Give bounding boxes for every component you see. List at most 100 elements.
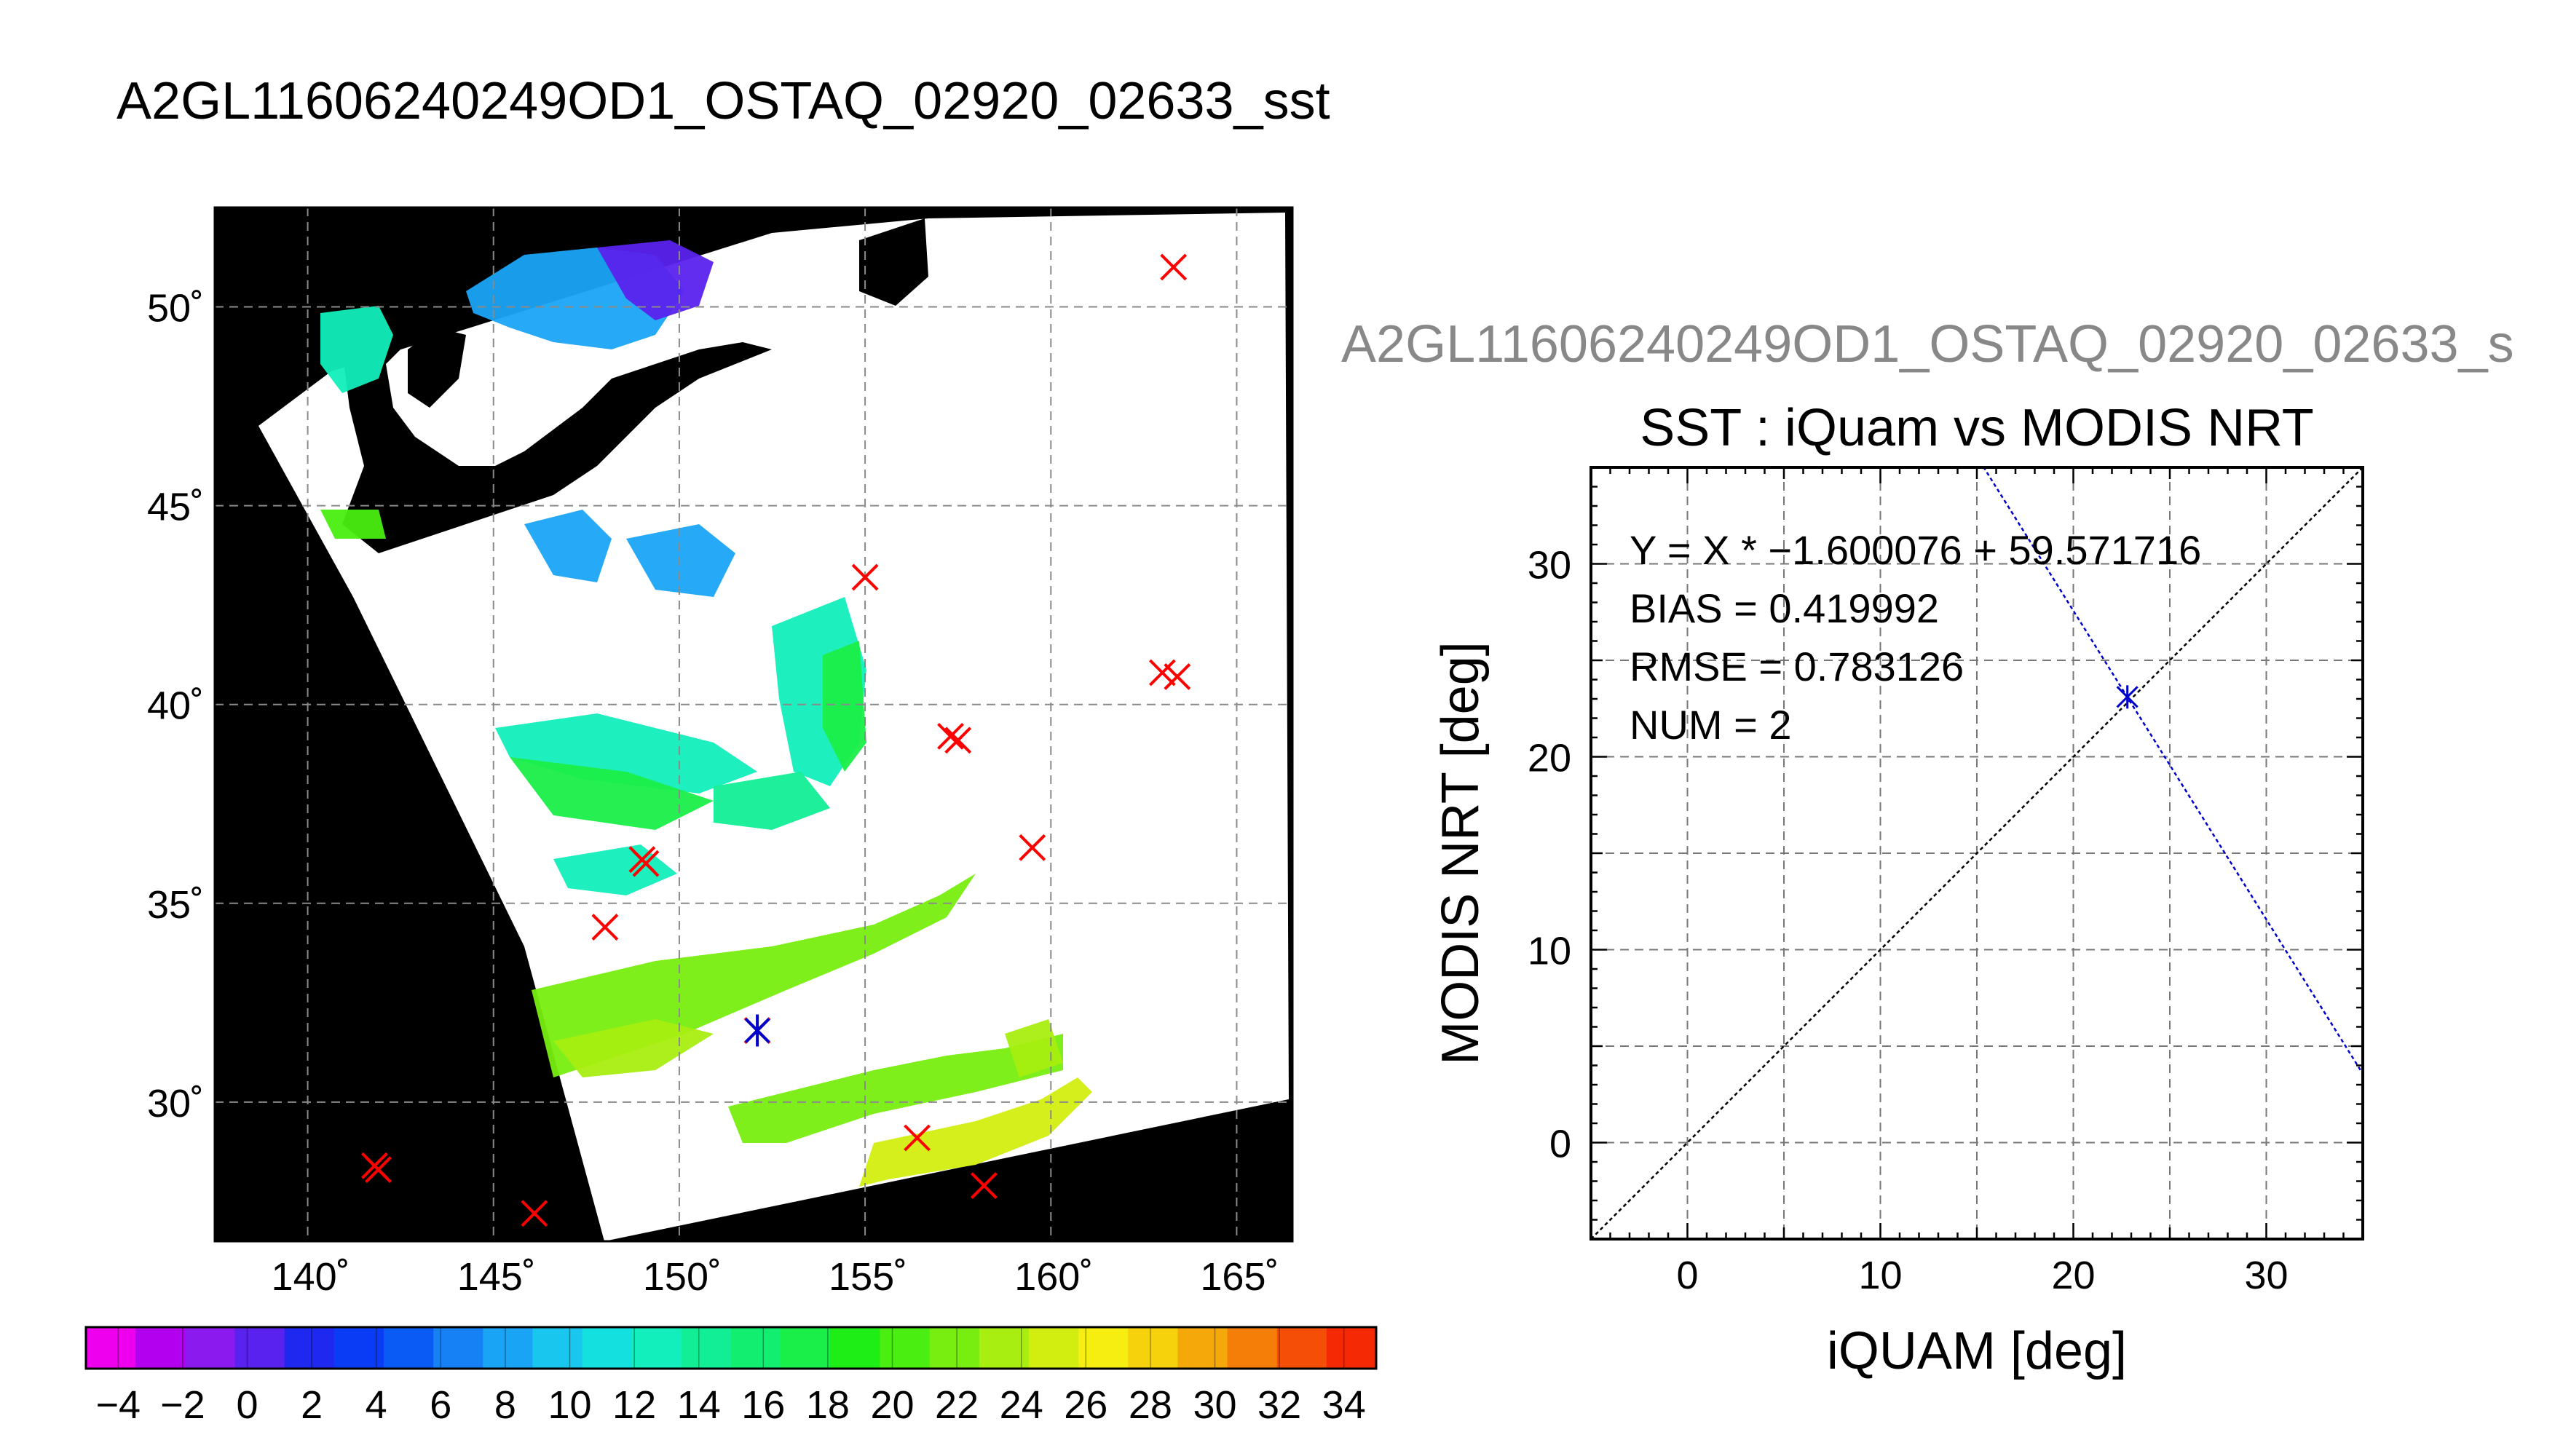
iquam-marker [944,727,972,754]
colorbar-tick-label: 18 [806,1383,850,1427]
colorbar-segment [1078,1327,1129,1369]
scatter-y-axis-label: MODIS NRT [deg] [1431,641,1490,1065]
iquam-marker [365,1156,392,1184]
land-mass [288,298,772,553]
colorbar-tick-label: 0 [236,1383,258,1427]
colorbar-segment [532,1327,583,1369]
map-lat-tick-label: 30˚ [147,1082,204,1125]
colorbar-tick-label: 22 [935,1383,979,1427]
colorbar-segment [333,1327,384,1369]
colorbar-segment [284,1327,335,1369]
iquam-marker [851,563,879,591]
iquam-marker [904,1124,931,1152]
sst-patch [524,510,612,582]
map-lon-tick-label: 140˚ [272,1255,350,1299]
land-mass [408,328,466,408]
colorbar-tick-label: −4 [96,1383,141,1427]
scatter-x-axis-label: iQUAM [deg] [1827,1322,2127,1380]
colorbar-tick-label: −2 [160,1383,205,1427]
scatter-y-tick-label: 10 [1528,930,1571,973]
map-lon-tick-label: 145˚ [457,1255,536,1299]
map-lat-tick-label: 45˚ [147,486,204,529]
stats-annotation: RMSE = 0.783126 [1630,644,1964,689]
colorbar-segment [1177,1327,1228,1369]
scatter-point [2116,685,2139,709]
colorbar-segment [1326,1327,1377,1369]
colorbar-frame [84,1326,1378,1370]
iquam-marker [1148,659,1176,687]
colorbar-segment [681,1327,732,1369]
iquam-marker [521,1200,548,1227]
colorbar-tick-label: 20 [870,1383,914,1427]
map-lat-tick-label: 40˚ [147,684,204,728]
scatter-x-tick-label: 10 [1858,1254,1902,1297]
colorbar-segment [433,1327,483,1369]
sst-patch [597,240,714,320]
colorbar-tick-label: 2 [301,1383,323,1427]
map-lon-tick-label: 155˚ [829,1255,907,1299]
colorbar-segment [234,1327,285,1369]
map-plot-area [215,207,1292,1241]
iquam-marker [937,722,964,750]
colorbar-segment [383,1327,434,1369]
iquam-marker [632,850,660,877]
colorbar-segment [483,1327,533,1369]
colorbar-segment [1276,1327,1327,1369]
colorbar-tick-label: 12 [612,1383,656,1427]
colorbar-segment [86,1327,136,1369]
sst-patch [714,772,830,830]
iquam-marker [970,1172,998,1199]
colorbar-segment [1028,1327,1079,1369]
sst-patch [510,757,714,830]
sst-patch [626,524,735,597]
scatter-x-tick-label: 0 [1676,1254,1698,1297]
scatter-x-tick-label: 30 [2244,1254,2288,1297]
colorbar-segment [880,1327,931,1369]
colorbar-tick-label: 4 [366,1383,387,1427]
colorbar-tick-label: 10 [548,1383,591,1427]
colorbar-segment [979,1327,1030,1369]
sst-patch [320,510,386,539]
iquam-marker [591,914,619,941]
colorbar-segment [731,1327,781,1369]
colorbar-segment [631,1327,682,1369]
sst-patch [728,1034,1063,1143]
colorbar-segment [929,1327,980,1369]
map-lat-tick-label: 50˚ [147,287,204,331]
colorbar-tick-label: 6 [430,1383,451,1427]
colorbar-tick-label: 32 [1257,1383,1301,1427]
scatter-y-tick-label: 0 [1549,1123,1571,1166]
colorbar-tick-label: 30 [1193,1383,1236,1427]
iquam-marker [1164,663,1191,690]
colorbar-segment [135,1327,186,1369]
map-lon-tick-label: 165˚ [1200,1255,1279,1299]
sst-patch [320,306,393,393]
colorbar-tick-label: 34 [1322,1383,1366,1427]
colorbar-segment [185,1327,235,1369]
map-frame [213,206,1294,1243]
stats-annotation: BIAS = 0.419992 [1630,585,1939,631]
scatter-header: A2GL11606240249OD1_OSTAQ_02920_02633_s [1341,315,2514,373]
map-title: A2GL11606240249OD1_OSTAQ_02920_02633_sst [117,72,1330,130]
sst-patch [823,641,866,772]
colorbar-tick-label: 14 [677,1383,721,1427]
scatter-y-tick-label: 20 [1528,737,1571,780]
colorbar-segment [781,1327,831,1369]
map-lat-tick-label: 35˚ [147,883,204,927]
colorbar-tick-label: 16 [741,1383,785,1427]
stats-annotation: NUM = 2 [1630,702,1792,748]
colorbar-tick-label: 24 [1000,1383,1043,1427]
stats-annotation: Y = X * −1.600076 + 59.571716 [1630,527,2201,573]
fit-line [1982,467,2363,1075]
sst-patch [859,1077,1092,1187]
land-mass [859,218,928,306]
sst-patch [553,1019,714,1077]
scatter-x-tick-label: 20 [2051,1254,2095,1297]
sst-patch [1005,1019,1063,1077]
scatter-title: SST : iQuam vs MODIS NRT [1640,399,2314,457]
colorbar-tick-label: 8 [494,1383,516,1427]
iquam-marker [1160,253,1188,281]
colorbar-tick-label: 26 [1064,1383,1107,1427]
